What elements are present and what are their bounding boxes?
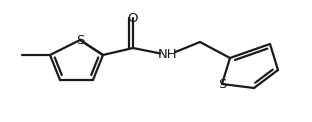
Text: NH: NH bbox=[158, 49, 178, 61]
Text: O: O bbox=[128, 11, 138, 25]
Text: S: S bbox=[218, 77, 226, 91]
Text: S: S bbox=[76, 34, 84, 46]
